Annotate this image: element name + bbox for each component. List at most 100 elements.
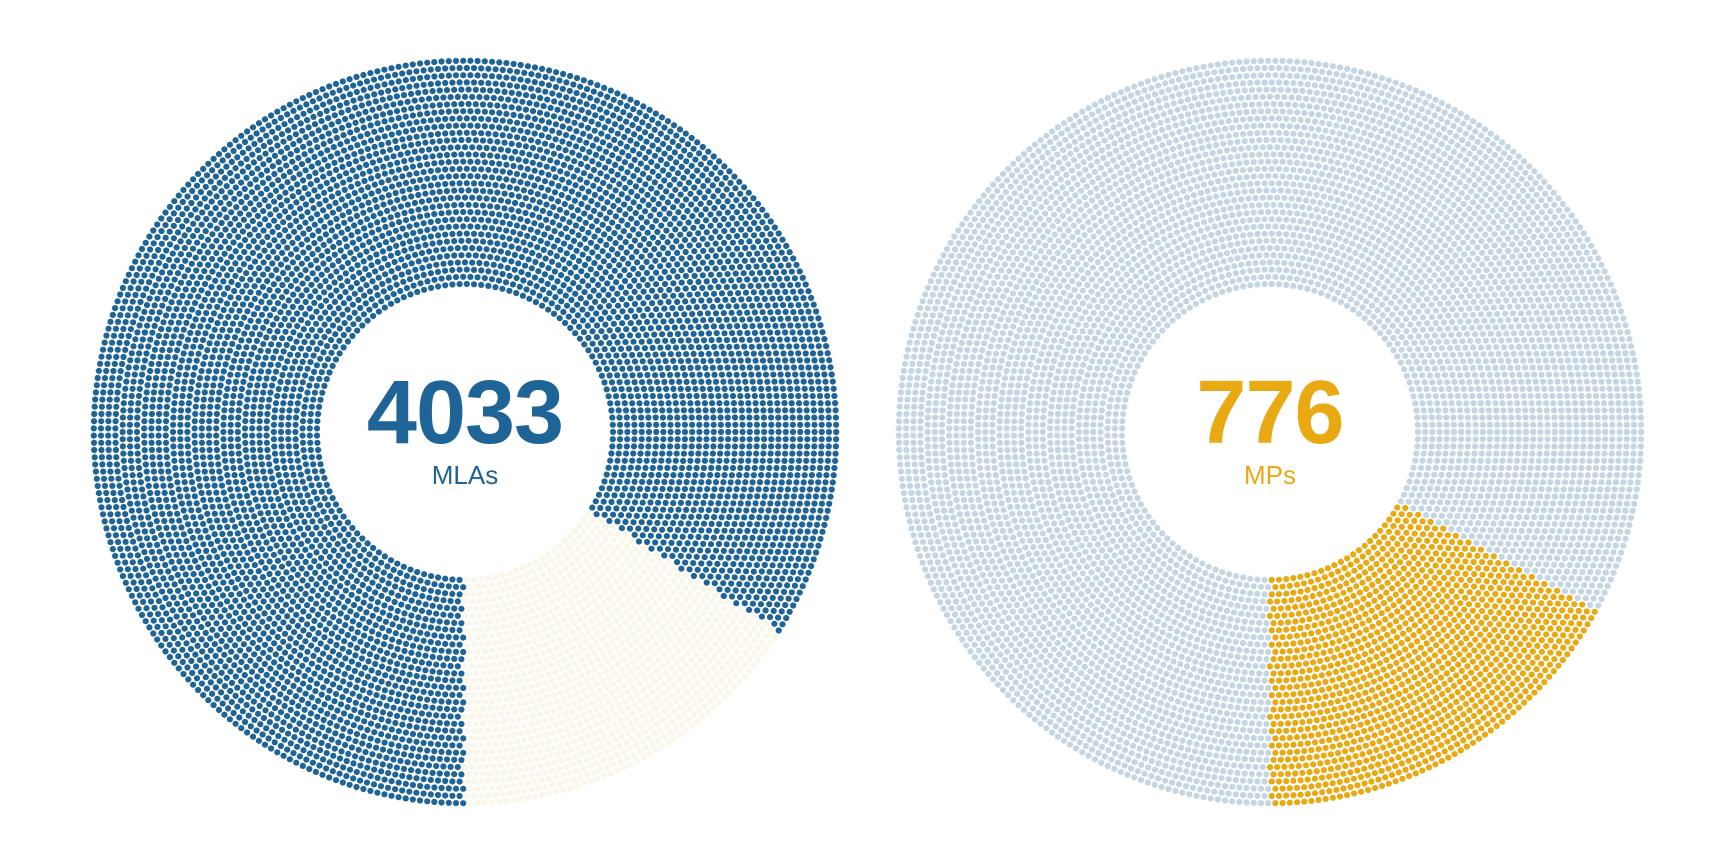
seat-dot <box>321 475 328 482</box>
seat-dot <box>244 308 251 315</box>
seat-dot <box>562 225 570 232</box>
seat-dot <box>440 662 447 669</box>
seat-dot <box>201 389 208 396</box>
seat-dot <box>753 450 760 457</box>
seat-dot <box>745 407 753 414</box>
highlight-dot <box>725 612 732 619</box>
seat-dot <box>336 239 343 246</box>
highlight-dot <box>570 577 577 585</box>
seat-dot <box>279 450 286 457</box>
highlight-dot <box>559 681 566 688</box>
seat-dot <box>267 312 274 319</box>
seat-dot <box>442 130 449 137</box>
seat-dot <box>630 414 638 421</box>
seat-dot <box>296 633 303 640</box>
highlight-dot <box>541 679 549 686</box>
seat-dot <box>208 283 215 291</box>
seat-dot <box>700 337 708 344</box>
seat-dot <box>351 309 358 316</box>
seat-dot <box>585 255 592 262</box>
seat-dot <box>216 524 223 531</box>
seat-dot <box>289 259 296 266</box>
seat-dot <box>708 393 715 400</box>
seat-dot <box>452 173 460 180</box>
seat-dot <box>731 316 738 323</box>
seat-dot <box>424 579 431 586</box>
highlight-dot <box>663 669 670 676</box>
seat-dot <box>427 587 434 594</box>
highlight-dot <box>610 549 617 556</box>
seat-dot <box>361 139 368 146</box>
seat-dot <box>565 179 573 186</box>
seat-dot <box>481 209 488 216</box>
highlight-dot <box>564 687 571 694</box>
seat-dot <box>451 238 458 245</box>
seat-dot <box>274 557 281 564</box>
highlight-dot <box>612 670 619 677</box>
seat-dot <box>277 535 285 543</box>
highlight-dot <box>563 648 570 655</box>
seat-dot <box>302 396 309 403</box>
seat-dot <box>743 472 750 479</box>
highlight-dot <box>611 590 618 597</box>
seat-dot <box>252 324 259 331</box>
seat-dot <box>657 492 664 499</box>
seat-dot <box>636 506 644 513</box>
seat-dot <box>280 238 287 245</box>
seat-dot <box>602 189 610 196</box>
seat-dot <box>224 272 231 279</box>
seat-dot <box>640 235 648 243</box>
seat-dot <box>478 267 485 274</box>
seat-dot <box>449 115 456 122</box>
seat-dot <box>685 337 692 344</box>
highlight-dot <box>536 565 543 572</box>
seat-dot <box>213 250 220 257</box>
seat-dot <box>429 719 436 726</box>
seat-dot <box>456 742 463 749</box>
seat-dot <box>260 586 267 593</box>
seat-dot <box>664 492 672 500</box>
seat-dot <box>470 129 478 136</box>
seat-dot <box>245 614 252 621</box>
seat-dot <box>329 262 336 269</box>
seat-dot <box>632 183 640 190</box>
seat-dot <box>314 664 322 671</box>
seat-dot <box>600 286 607 293</box>
highlight-dot <box>614 543 622 550</box>
highlight-dot <box>561 592 568 599</box>
seat-dot <box>598 328 605 335</box>
highlight-dot <box>467 584 474 591</box>
seat-dot <box>360 258 367 265</box>
seat-dot <box>433 145 440 152</box>
seat-dot <box>665 298 672 305</box>
seat-dot <box>257 489 265 496</box>
seat-dot <box>227 220 234 228</box>
seat-dot <box>768 428 775 436</box>
seat-dot <box>215 461 222 468</box>
seat-dot <box>277 691 284 698</box>
seat-dot <box>720 310 727 317</box>
seat-dot <box>389 674 396 681</box>
seat-dot <box>309 518 316 525</box>
seat-dot <box>561 201 568 208</box>
highlight-dot <box>657 558 664 565</box>
seat-dot <box>372 622 379 629</box>
seat-dot <box>375 308 382 315</box>
seat-dot <box>304 275 311 282</box>
seat-dot <box>686 291 693 298</box>
seat-dot <box>267 468 274 475</box>
seat-dot <box>325 529 332 536</box>
highlight-dot <box>601 548 609 555</box>
highlight-dot <box>581 516 588 523</box>
seat-dot <box>420 623 427 630</box>
seat-dot <box>281 649 289 656</box>
seat-dot <box>581 194 589 201</box>
seat-dot <box>657 286 664 294</box>
seat-dot <box>223 392 230 400</box>
highlight-dot <box>487 705 494 712</box>
seat-dot <box>252 468 259 475</box>
seat-dot <box>328 337 335 344</box>
seat-dot <box>449 691 456 699</box>
seat-dot <box>281 208 289 215</box>
highlight-dot <box>554 620 561 627</box>
